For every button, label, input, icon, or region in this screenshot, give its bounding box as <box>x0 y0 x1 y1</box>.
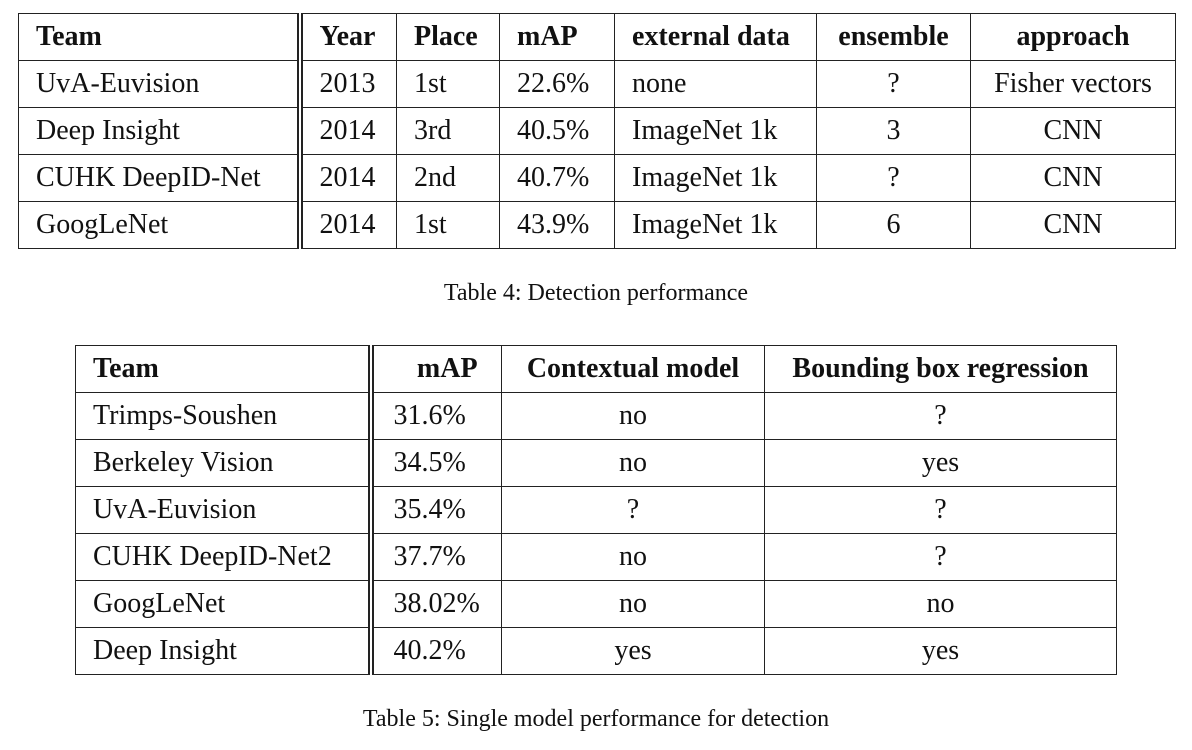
cell-bounding-box-regression: no <box>764 580 1117 628</box>
header-row: Team Year Place mAP external data ensemble app… <box>18 13 1176 61</box>
header-external-data: external data <box>614 13 817 61</box>
cell-bounding-box-regression: yes <box>764 627 1117 675</box>
cell-contextual-model: no <box>501 533 765 581</box>
cell-year: 2014 <box>299 154 397 202</box>
cell-team: Trimps-Soushen <box>75 392 374 440</box>
cell-bounding-box-regression: ? <box>764 533 1117 581</box>
header-approach: approach <box>970 13 1176 61</box>
cell-map: 40.7% <box>499 154 615 202</box>
header-year: Year <box>299 13 397 61</box>
header-contextual-model: Contextual model <box>501 345 765 393</box>
cell-bounding-box-regression: yes <box>764 439 1117 487</box>
single-model-performance-table: Team mAP Contextual model Bounding box regr… <box>75 345 1117 675</box>
cell-approach: CNN <box>970 107 1176 155</box>
cell-team: CUHK DeepID-Net <box>18 154 303 202</box>
header-map: mAP <box>370 345 502 393</box>
cell-approach: CNN <box>970 201 1176 249</box>
table-5-caption: Table 5: Single model performance for de… <box>362 706 830 732</box>
cell-team: UvA-Euvision <box>75 486 374 534</box>
header-place: Place <box>396 13 500 61</box>
detection-performance-table: Team Year Place mAP external data ensemble app… <box>18 13 1176 249</box>
cell-map: 35.4% <box>370 486 502 534</box>
table-row: GoogLeNet 2014 1st 43.9% ImageNet 1k 6 CNN <box>18 201 1176 249</box>
table-4-caption: Table 4: Detection performance <box>443 280 749 306</box>
cell-team: GoogLeNet <box>75 580 374 628</box>
table-row: GoogLeNet 38.02% no no <box>75 580 1117 628</box>
cell-map: 22.6% <box>499 60 615 108</box>
header-bounding-box-regression: Bounding box regression <box>764 345 1117 393</box>
header-team: Team <box>75 345 374 393</box>
table-row: CUHK DeepID-Net2 37.7% no? <box>75 533 1117 581</box>
cell-approach: Fisher vectors <box>970 60 1176 108</box>
cell-ensemble: 6 <box>816 201 971 249</box>
cell-team: GoogLeNet <box>18 201 303 249</box>
cell-contextual-model: yes <box>501 627 765 675</box>
header-row: Team mAP Contextual model Bounding box regr… <box>75 345 1117 393</box>
cell-map: 43.9% <box>499 201 615 249</box>
cell-map: 40.5% <box>499 107 615 155</box>
cell-external-data: ImageNet 1k <box>614 154 817 202</box>
table-row: CUHK DeepID-Net 2014 2nd 40.7% ImageNet 1k? C… <box>18 154 1176 202</box>
cell-team: Deep Insight <box>18 107 303 155</box>
cell-contextual-model: ? <box>501 486 765 534</box>
table-row: UvA-Euvision 2013 1st 22.6% none? Fisher vect… <box>18 60 1176 108</box>
cell-year: 2013 <box>299 60 397 108</box>
cell-year: 2014 <box>299 201 397 249</box>
cell-team: Berkeley Vision <box>75 439 374 487</box>
cell-ensemble: ? <box>816 154 971 202</box>
table-row: Trimps-Soushen 31.6% no? <box>75 392 1117 440</box>
cell-place: 1st <box>396 201 500 249</box>
header-ensemble: ensemble <box>816 13 971 61</box>
table-row: Deep Insight 40.2% yes yes <box>75 627 1117 675</box>
cell-external-data: ImageNet 1k <box>614 201 817 249</box>
cell-approach: CNN <box>970 154 1176 202</box>
cell-team: Deep Insight <box>75 627 374 675</box>
cell-map: 31.6% <box>370 392 502 440</box>
cell-map: 34.5% <box>370 439 502 487</box>
cell-year: 2014 <box>299 107 397 155</box>
cell-external-data: none <box>614 60 817 108</box>
cell-map: 37.7% <box>370 533 502 581</box>
cell-ensemble: ? <box>816 60 971 108</box>
cell-place: 1st <box>396 60 500 108</box>
header-team: Team <box>18 13 303 61</box>
cell-contextual-model: no <box>501 580 765 628</box>
cell-bounding-box-regression: ? <box>764 392 1117 440</box>
cell-team: CUHK DeepID-Net2 <box>75 533 374 581</box>
cell-team: UvA-Euvision <box>18 60 303 108</box>
cell-contextual-model: no <box>501 392 765 440</box>
header-map: mAP <box>499 13 615 61</box>
cell-external-data: ImageNet 1k <box>614 107 817 155</box>
table-row: Berkeley Vision 34.5% no yes <box>75 439 1117 487</box>
table-row: Deep Insight 2014 3rd 40.5% ImageNet 1k 3 CNN <box>18 107 1176 155</box>
cell-place: 3rd <box>396 107 500 155</box>
cell-map: 38.02% <box>370 580 502 628</box>
cell-bounding-box-regression: ? <box>764 486 1117 534</box>
cell-contextual-model: no <box>501 439 765 487</box>
table-row: UvA-Euvision 35.4%?? <box>75 486 1117 534</box>
cell-ensemble: 3 <box>816 107 971 155</box>
cell-map: 40.2% <box>370 627 502 675</box>
cell-place: 2nd <box>396 154 500 202</box>
